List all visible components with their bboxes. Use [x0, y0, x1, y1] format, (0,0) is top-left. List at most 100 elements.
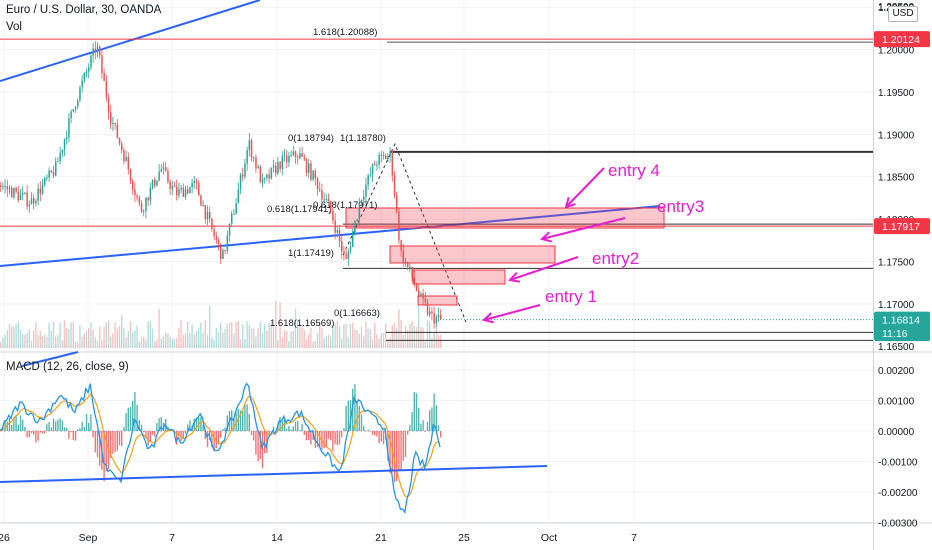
macd-histogram-bar — [220, 431, 222, 438]
macd-histogram-bar — [305, 431, 308, 441]
volume-bar — [233, 333, 235, 348]
volume-bar — [52, 321, 55, 348]
time-tick-label: 7 — [631, 532, 637, 544]
macd-histogram-bar — [55, 421, 57, 431]
candle-body — [244, 163, 246, 177]
candle-body — [422, 293, 424, 299]
volume-bar — [325, 336, 327, 348]
macd-histogram-bar — [316, 431, 319, 448]
candle-body — [389, 150, 391, 157]
annotation-arrow — [509, 256, 579, 281]
candle-body — [305, 159, 308, 173]
macd-histogram-bar — [345, 406, 347, 431]
macd-histogram-bar — [393, 431, 396, 483]
macd-histogram-bar — [178, 431, 180, 436]
macd-histogram-bar — [17, 424, 19, 431]
candle-body — [180, 187, 182, 190]
candle-body — [429, 311, 431, 315]
macd-trendline — [0, 465, 548, 483]
volume-bar — [297, 320, 299, 348]
volume-bar — [341, 338, 343, 348]
volume-bar — [176, 338, 178, 348]
macd-histogram-bar — [121, 431, 123, 447]
currency-button[interactable]: USD — [888, 6, 918, 22]
candle-body — [374, 164, 376, 166]
entry-zone — [345, 207, 665, 229]
volume-bar — [222, 332, 224, 348]
volume-bar — [305, 339, 308, 348]
candle-body — [68, 118, 70, 138]
macd-histogram-bar — [268, 431, 270, 436]
volume-bar — [356, 330, 358, 348]
macd-histogram-bar — [369, 431, 371, 432]
volume-bar — [88, 327, 90, 348]
macd-histogram-bar — [110, 431, 112, 458]
volume-bar — [156, 339, 158, 348]
macd-histogram-bar — [325, 431, 327, 447]
candle-body — [35, 200, 37, 204]
volume-bar — [312, 341, 314, 348]
annotation-label: entry 4 — [608, 161, 660, 180]
time-tick-label: 25 — [458, 532, 470, 544]
volume-bar — [314, 341, 316, 348]
candle-body — [121, 143, 123, 151]
volume-bar — [336, 320, 338, 348]
candle-body — [292, 151, 295, 155]
symbol-title[interactable]: Euro / U.S. Dollar, 30, OANDA — [6, 4, 162, 16]
candle-body — [167, 170, 169, 183]
macd-histogram-bar — [261, 431, 264, 469]
annotation-arrow — [483, 304, 541, 321]
volume-bar — [382, 333, 385, 348]
macd-histogram-bar — [63, 427, 66, 431]
annotation-arrow — [541, 217, 626, 240]
macd-histogram-bar — [79, 428, 81, 431]
volume-bar — [147, 321, 149, 348]
volume-bar — [272, 326, 275, 348]
macd-histogram-bar — [378, 431, 380, 444]
candle-body — [222, 249, 224, 259]
macd-histogram-bar — [143, 431, 145, 433]
candle-body — [123, 150, 125, 162]
macd-histogram-bar — [202, 424, 204, 431]
volume-bar — [332, 327, 334, 348]
macd-histogram-bar — [237, 409, 239, 431]
macd-histogram-bar — [83, 426, 85, 431]
macd-title[interactable]: MACD (12, 26, close, 9) — [6, 361, 129, 373]
macd-histogram-bar — [8, 418, 11, 431]
candle-body — [140, 203, 143, 212]
time-tick-label: 26 — [0, 532, 10, 544]
volume-bar — [138, 341, 140, 348]
candle-body — [118, 137, 121, 144]
volume-bar — [191, 324, 193, 348]
candle-body — [248, 140, 251, 150]
volume-bar — [288, 341, 290, 348]
macd-histogram-bar — [336, 431, 338, 446]
volume-bar — [246, 320, 248, 348]
candle-body — [400, 240, 402, 251]
candle-body — [4, 186, 6, 188]
candle-body — [343, 251, 345, 255]
volume-bar — [193, 334, 195, 348]
macd-histogram-bar — [193, 418, 195, 431]
volume-bar — [17, 321, 19, 348]
volume-label[interactable]: Vol — [6, 21, 22, 33]
candle-body — [235, 203, 237, 214]
candle-body — [363, 196, 365, 200]
candle-body — [52, 172, 55, 176]
volume-bar — [182, 335, 184, 348]
volume-bar — [385, 323, 387, 348]
candle-body — [50, 170, 53, 173]
macd-histogram-bar — [26, 431, 28, 438]
candle-body — [299, 153, 301, 159]
macd-histogram-bar — [200, 416, 202, 431]
candle-body — [327, 199, 330, 202]
volume-bar — [338, 326, 341, 348]
macd-histogram-bar — [259, 431, 261, 459]
candle-body — [81, 80, 83, 88]
volume-bar — [70, 322, 72, 348]
macd-histogram-bar — [380, 431, 382, 442]
macd-histogram-bar — [127, 407, 129, 431]
annotation-arrowhead — [508, 271, 521, 283]
